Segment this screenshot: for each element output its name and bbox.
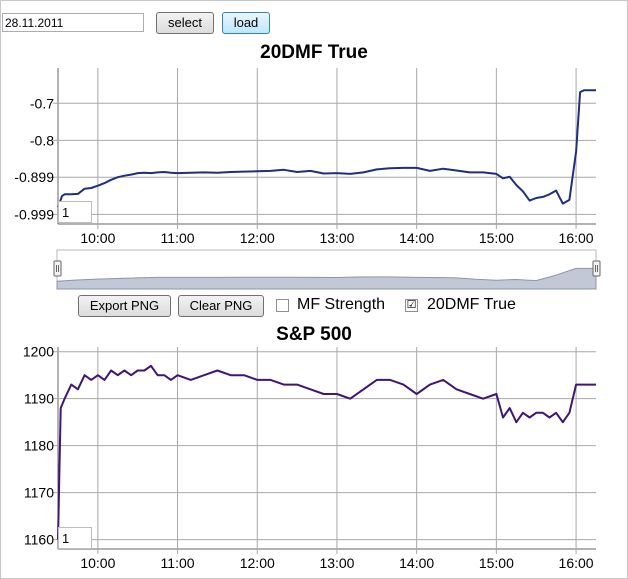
y-tick-label: -0.899	[14, 169, 54, 185]
y-tick-label: 1170	[24, 485, 54, 501]
series-line-0	[57, 364, 596, 540]
dmf-axis-labels: 10:00 11:00 12:00 13:00 14:00 15:00 16:00 -0.7 -…	[14, 95, 594, 246]
y-tick-label: 1200	[23, 344, 54, 360]
x-tick-label: 16:00	[559, 555, 594, 571]
dmf-chart-title: 20DMF True	[260, 42, 368, 63]
dmf-label: 20DMF True	[427, 296, 516, 313]
x-tick-label: 12:00	[240, 555, 275, 571]
load-button[interactable]: load	[222, 12, 270, 34]
series-line-0	[57, 89, 596, 208]
x-tick-label: 10:00	[80, 230, 115, 246]
dmf-navigator[interactable]	[53, 249, 601, 290]
export-png-button[interactable]: Export PNG	[78, 295, 171, 317]
y-tick-label: 1190	[24, 391, 54, 407]
x-tick-label: 11:00	[161, 555, 195, 571]
navigator-left-handle[interactable]	[53, 260, 62, 277]
x-tick-label: 16:00	[559, 230, 594, 246]
x-tick-label: 10:00	[80, 555, 115, 571]
x-tick-label: 11:00	[161, 230, 195, 246]
sp500-axis-labels: 10:00 11:00 12:00 13:00 14:00 15:00 16:00 1200 1…	[23, 344, 594, 571]
y-tick-label: -0.7	[30, 95, 54, 111]
x-tick-label: 12:00	[240, 230, 275, 246]
sp500-grid	[53, 347, 596, 554]
dmf-checkbox[interactable]: ☑	[405, 299, 418, 312]
x-tick-label: 13:00	[319, 230, 354, 246]
navigator-area	[56, 267, 597, 290]
sp500-series	[57, 364, 596, 540]
select-button[interactable]: select	[156, 12, 214, 34]
sp500-zoom-level[interactable]: 1	[58, 527, 92, 549]
dmf-series	[57, 89, 596, 208]
clear-png-button[interactable]: Clear PNG	[178, 295, 264, 317]
x-tick-label: 14:00	[399, 230, 434, 246]
y-tick-label: -0.999	[14, 206, 54, 222]
x-tick-label: 15:00	[479, 555, 514, 571]
y-tick-label: -0.8	[30, 132, 54, 148]
dmf-zoom-level[interactable]: 1	[58, 201, 92, 223]
navigator-right-handle[interactable]	[592, 260, 601, 277]
dmf-chart: 10:00 11:00 12:00 13:00 14:00 15:00 16:00 -0.7 -…	[14, 68, 601, 290]
x-tick-label: 14:00	[399, 555, 434, 571]
date-input[interactable]	[2, 13, 144, 32]
y-tick-label: 1180	[24, 438, 54, 454]
mf-strength-label: MF Strength	[297, 296, 386, 313]
mf-strength-checkbox[interactable]	[276, 299, 289, 312]
x-tick-label: 15:00	[479, 230, 514, 246]
sp500-chart-title: S&P 500	[276, 324, 352, 345]
y-tick-label: 1160	[24, 532, 54, 548]
x-tick-label: 13:00	[319, 555, 354, 571]
